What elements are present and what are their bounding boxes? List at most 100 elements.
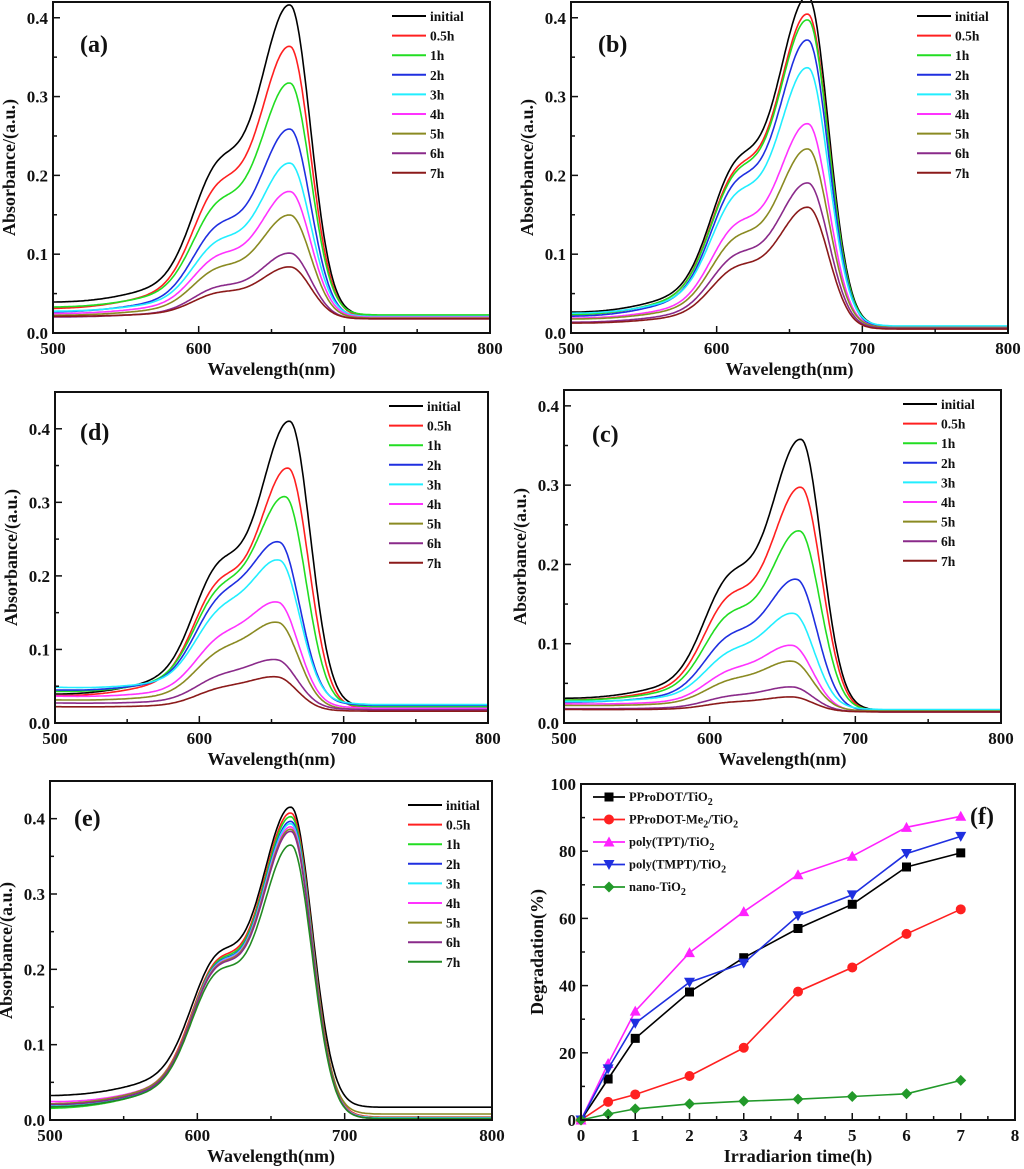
x-tick-label: 700 bbox=[331, 729, 357, 748]
x-tick-label: 2 bbox=[685, 1126, 694, 1145]
series-line-3h bbox=[571, 66, 1008, 327]
data-point bbox=[684, 977, 695, 988]
data-point bbox=[902, 862, 911, 872]
panel-label: (e) bbox=[74, 806, 101, 832]
legend-label: 7h bbox=[427, 556, 442, 571]
legend-label: 1h bbox=[430, 48, 445, 63]
x-tick-label: 5 bbox=[848, 1126, 857, 1145]
legend: initial 0.5h 1h 2h 3h 4h 5h 6h 7h bbox=[903, 397, 975, 569]
x-tick-label: 500 bbox=[37, 1126, 63, 1145]
x-tick-label: 500 bbox=[551, 729, 577, 748]
legend-label: 7h bbox=[955, 166, 970, 181]
data-point bbox=[901, 821, 912, 832]
series-line-7h bbox=[564, 696, 1001, 713]
series-line-2h bbox=[571, 39, 1008, 329]
legend-label: 0.5h bbox=[446, 818, 471, 833]
plot-frame bbox=[49, 780, 493, 1121]
data-point bbox=[955, 1074, 967, 1086]
data-point bbox=[630, 1089, 641, 1100]
y-tick-label: 0.4 bbox=[545, 9, 567, 28]
y-tick-label: 0 bbox=[568, 1111, 577, 1130]
x-tick-label: 800 bbox=[479, 1126, 505, 1145]
y-tick-label: 0.1 bbox=[545, 245, 566, 264]
y-tick-label: 0.1 bbox=[29, 640, 50, 659]
series-line-6h bbox=[55, 658, 488, 711]
data-point bbox=[901, 849, 912, 860]
series-line-3h bbox=[563, 612, 1001, 711]
panel-label: (a) bbox=[80, 32, 108, 58]
x-axis-title: Wavelength(nm) bbox=[208, 359, 336, 380]
series-line-2h bbox=[55, 540, 488, 707]
data-point bbox=[901, 1088, 912, 1100]
legend-marker bbox=[603, 881, 615, 893]
legend-label: 1h bbox=[446, 837, 461, 852]
legend-label: 3h bbox=[430, 87, 445, 102]
legend-label: 6h bbox=[955, 146, 970, 161]
series-line-initial bbox=[49, 806, 492, 1108]
x-tick-label: 700 bbox=[850, 339, 876, 358]
data-point bbox=[603, 1074, 613, 1084]
y-tick-label: 0.3 bbox=[545, 88, 566, 107]
series-line-6h bbox=[53, 252, 490, 320]
data-point bbox=[602, 1064, 614, 1075]
panel-label: (f) bbox=[970, 804, 994, 830]
x-tick-label: 800 bbox=[995, 339, 1021, 358]
y-tick-label: 0.1 bbox=[24, 1036, 45, 1055]
legend-label: 1h bbox=[427, 438, 442, 453]
panel-c: 500 600 700 800 0.0 0.1 0.2 0.3 0.4 Wavelength(nm… bbox=[510, 389, 1014, 770]
y-axis-title: Absorbance/(a.u.) bbox=[1, 489, 22, 626]
y-tick-label: 0.3 bbox=[27, 88, 48, 107]
legend-label: 2h bbox=[427, 458, 442, 473]
data-point bbox=[792, 911, 804, 922]
series-line-5h bbox=[564, 660, 1001, 712]
series-line-3h bbox=[55, 559, 488, 706]
legend: initial 0.5h 1h 2h 3h 4h 5h 6h 7h bbox=[389, 399, 461, 571]
y-tick-label: 0.0 bbox=[27, 324, 48, 343]
data-point bbox=[955, 904, 966, 915]
legend: initial 0.5h 1h 2h 3h 4h 5h 6h 7h bbox=[408, 798, 480, 970]
y-tick-label: 100 bbox=[551, 775, 577, 794]
legend-label: 2h bbox=[430, 68, 445, 83]
legend-label: 3h bbox=[941, 475, 956, 490]
legend-label: 4h bbox=[955, 107, 970, 122]
y-tick-label: 80 bbox=[559, 842, 576, 861]
x-axis-title: Wavelength(nm) bbox=[719, 749, 847, 770]
series-line-5h bbox=[571, 148, 1008, 329]
data-point bbox=[629, 1103, 641, 1115]
data-point bbox=[738, 1095, 750, 1107]
y-axis-title: Absorbance/(a.u.) bbox=[0, 882, 17, 1019]
x-tick-label: 1 bbox=[631, 1126, 640, 1145]
legend-label: 6h bbox=[446, 935, 461, 950]
y-tick-label: 0.4 bbox=[29, 420, 51, 439]
panel-a: 500 600 700 800 0.0 0.1 0.2 0.3 0.4 Wavelength(nm… bbox=[0, 1, 503, 380]
data-point bbox=[847, 962, 858, 973]
x-tick-label: 800 bbox=[475, 729, 501, 748]
legend-label: 0.5h bbox=[941, 417, 966, 432]
data-point bbox=[847, 899, 857, 909]
x-tick-label: 800 bbox=[477, 339, 503, 358]
y-tick-label: 0.3 bbox=[24, 885, 45, 904]
series-line-2h bbox=[53, 128, 490, 318]
legend: PProDOT/TiO2 PProDOT-Me2/TiO2 poly(TPT)/Ti… bbox=[593, 790, 738, 898]
data-point bbox=[738, 906, 750, 917]
data-point bbox=[739, 953, 749, 963]
legend-marker bbox=[603, 860, 615, 870]
series-line-7h bbox=[50, 844, 492, 1120]
x-tick-label: 600 bbox=[704, 339, 730, 358]
data-point bbox=[602, 1108, 614, 1120]
legend-label: 0.5h bbox=[430, 29, 455, 44]
panel-label: (d) bbox=[80, 420, 109, 446]
legend-label: 7h bbox=[430, 166, 445, 181]
data-point bbox=[629, 1018, 641, 1029]
data-point bbox=[684, 1070, 695, 1081]
series-line-0.5h bbox=[55, 467, 488, 710]
series-line-initial bbox=[564, 438, 1001, 712]
legend-label: initial bbox=[446, 798, 480, 813]
legend-label: nano-TiO2 bbox=[629, 880, 686, 898]
y-axis-title: Absorbance/(a.u.) bbox=[510, 488, 531, 625]
y-tick-label: 0.4 bbox=[24, 810, 46, 829]
y-axis-title: Absorbance/(a.u.) bbox=[517, 99, 538, 236]
x-tick-label: 500 bbox=[40, 339, 66, 358]
